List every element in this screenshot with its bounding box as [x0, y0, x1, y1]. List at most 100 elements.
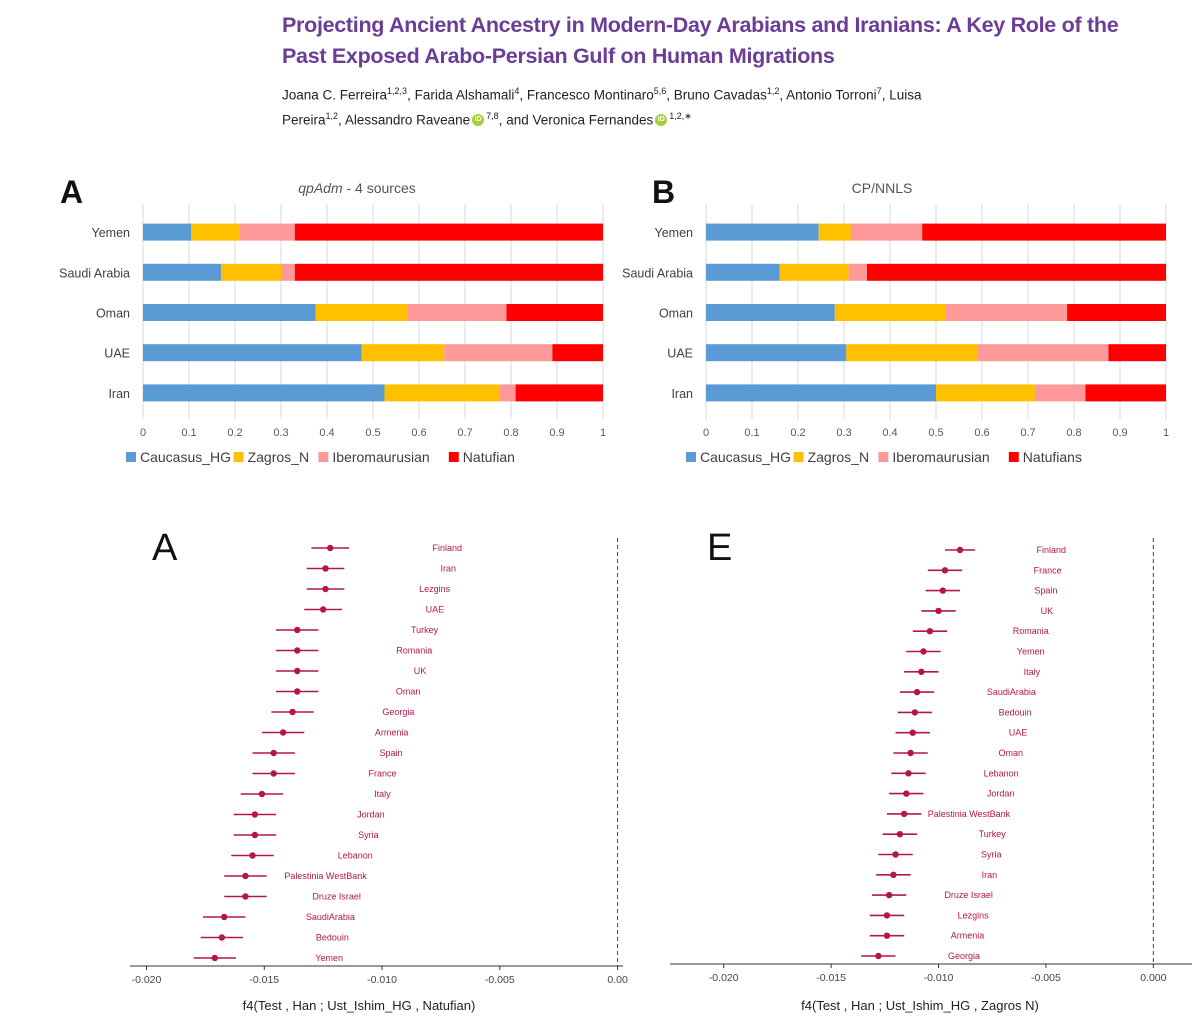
bar-segment [922, 223, 1166, 241]
author-affiliation: 7 [876, 86, 882, 96]
author-name: Farida Alshamali [414, 87, 515, 103]
bar-segment [1034, 384, 1086, 402]
author-affiliation: 7,8 [486, 110, 499, 121]
x-tick-label: 0.1 [181, 427, 196, 439]
legend-label: Iberomaurusian [892, 449, 989, 465]
point-label: Spain [1034, 586, 1057, 596]
bar-segment [706, 263, 780, 281]
x-tick-label: -0.020 [132, 974, 162, 986]
point-label: SaudiArabia [987, 687, 1036, 697]
x-tick-label: 0.7 [1020, 427, 1035, 439]
bar-segment [706, 223, 819, 241]
estimate-point [322, 565, 329, 572]
x-tick-label: 0.2 [790, 427, 805, 439]
estimate-point [251, 831, 259, 839]
point-label: Turkey [979, 829, 1007, 839]
author-affiliation: 1,2 [766, 86, 780, 96]
bar-segment [143, 384, 385, 402]
point-label: Romania [1013, 626, 1049, 636]
bar-segment [143, 344, 362, 362]
point-label: Yemen [1017, 647, 1045, 657]
estimate-point [903, 790, 910, 797]
estimate-point [883, 932, 891, 939]
bar-segment [294, 223, 603, 241]
x-axis-label: f4(Test , Han ; Ust_Ishim_HG , Zagros N) [801, 998, 1039, 1013]
estimate-point [913, 688, 921, 696]
legend-label: Natufians [1023, 449, 1082, 465]
bar-segment [499, 384, 516, 402]
point-label: Armenia [375, 728, 409, 738]
point-label: Lebanon [338, 851, 373, 861]
x-tick-label: 0.2 [227, 427, 242, 439]
author-affiliation: 5,6 [653, 86, 667, 96]
estimate-point [920, 648, 927, 655]
point-label: Georgia [382, 707, 414, 717]
estimate-point [279, 729, 287, 736]
point-label: Lezgins [958, 910, 990, 920]
bar-segment [850, 223, 923, 241]
estimate-point [242, 872, 249, 880]
estimate-point [270, 770, 277, 777]
estimate-point [242, 893, 249, 900]
category-label: Iran [671, 387, 693, 401]
x-tick-label: 1 [1163, 427, 1169, 439]
orcid-icon[interactable]: iD [655, 114, 668, 127]
author-name: Bruno Cavadas [673, 87, 767, 103]
category-label: Yemen [92, 226, 131, 240]
point-label: UAE [1009, 728, 1028, 738]
estimate-point [294, 626, 301, 634]
category-label: Saudi Arabia [59, 266, 130, 280]
bar-segment [1067, 304, 1166, 321]
point-label: Iran [441, 564, 457, 574]
bar-segment [221, 263, 281, 281]
legend-label: Iberomaurusian [332, 449, 429, 465]
x-tick-label: 0.7 [457, 427, 472, 439]
estimate-point [218, 934, 226, 941]
legend-label: Caucasus_HG [700, 449, 791, 465]
estimate-point [935, 607, 942, 615]
author-name: Joana C. Ferreira [282, 87, 388, 103]
x-tick-label: -0.020 [709, 972, 739, 984]
x-tick-label: 0.00 [607, 974, 628, 986]
estimate-point [875, 952, 882, 960]
estimate-point [939, 587, 947, 594]
point-label: Syria [981, 850, 1002, 860]
x-tick-label: 0.4 [319, 427, 334, 439]
bar-segment [846, 344, 978, 362]
x-tick-label: 0 [703, 427, 709, 439]
x-tick-label: 0.8 [503, 427, 518, 439]
x-axis-label: f4(Test , Han ; Ust_Ishim_HG , Natufian) [243, 998, 476, 1013]
author-name: Antonio Torroni [786, 87, 877, 103]
orcid-icon[interactable]: iD [472, 114, 485, 127]
point-label: Lezgins [419, 584, 451, 594]
bar-segment [281, 263, 295, 281]
x-tick-label: 0 [140, 427, 146, 439]
estimate-point [941, 567, 949, 574]
x-tick-label: 0.9 [549, 427, 564, 439]
x-tick-label: 0.8 [1066, 427, 1081, 439]
category-label: UAE [667, 347, 693, 361]
point-label: Iran [982, 870, 998, 880]
legend-swatch [448, 452, 459, 462]
estimate-point [900, 810, 908, 818]
estimate-point [249, 852, 256, 859]
point-label: Georgia [948, 951, 980, 961]
estimate-point [319, 606, 327, 613]
category-label: Yemen [655, 226, 694, 240]
estimate-point [911, 709, 919, 716]
legend-swatch [318, 452, 329, 462]
author-affiliation: 1,2 [325, 110, 339, 121]
bar-segment [834, 304, 946, 321]
point-label: Palestinia WestBank [284, 871, 367, 881]
estimate-point [909, 729, 916, 736]
estimate-point [294, 688, 301, 695]
bar-segment [315, 304, 408, 321]
point-label: Syria [358, 830, 379, 840]
estimate-point [905, 770, 912, 777]
point-label: Oman [396, 687, 421, 697]
x-tick-label: -0.010 [367, 974, 397, 986]
estimate-point [883, 912, 891, 919]
point-label: Romania [396, 646, 432, 656]
point-label: Druze Israel [944, 890, 993, 900]
estimate-point [956, 546, 964, 554]
